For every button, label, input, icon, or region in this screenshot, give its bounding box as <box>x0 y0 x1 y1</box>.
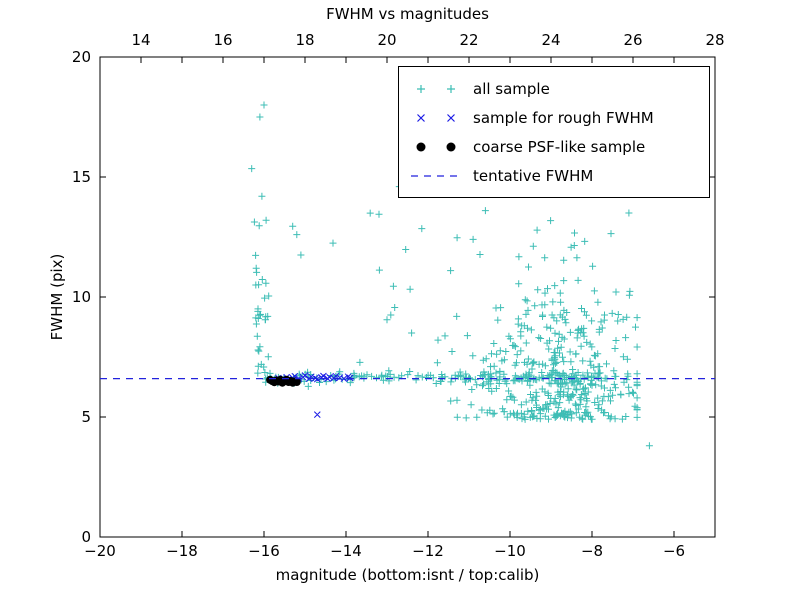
legend-marker-plus-icon <box>417 84 455 93</box>
legend-item-rough-fwhm: sample for rough FWHM <box>407 103 701 132</box>
legend-label: tentative FWHM <box>473 166 594 185</box>
y-tick-label: 15 <box>72 168 91 186</box>
y-axis-label: FWHM (pix) <box>48 253 66 341</box>
legend-item-all-sample: all sample <box>407 74 701 103</box>
series-0-markers <box>248 101 653 450</box>
top-tick-label: 18 <box>295 31 314 49</box>
x-tick-label: −12 <box>412 542 444 560</box>
y-tick-label: 0 <box>81 528 91 546</box>
legend-marker-dashed-line-icon <box>411 174 461 177</box>
top-tick-label: 16 <box>213 31 232 49</box>
legend-label: all sample <box>473 79 550 98</box>
y-tick-label: 5 <box>81 408 91 426</box>
x-tick-label: −8 <box>581 542 603 560</box>
x-axis-label: magnitude (bottom:isnt / top:calib) <box>275 566 540 584</box>
top-tick-label: 14 <box>131 31 150 49</box>
x-tick-label: −6 <box>663 542 685 560</box>
x-tick-label: −14 <box>330 542 362 560</box>
y-tick-label: 10 <box>72 288 91 306</box>
legend-label: coarse PSF-like sample <box>473 137 646 156</box>
legend: all sample sample for rough FWHM coarse … <box>398 66 710 198</box>
chart-title: FWHM vs magnitudes <box>326 5 489 23</box>
legend-marker-x-icon <box>417 113 455 122</box>
x-tick-label: −20 <box>84 542 116 560</box>
legend-item-coarse-psf: coarse PSF-like sample <box>407 132 701 161</box>
legend-marker-dot-icon <box>416 142 456 151</box>
x-tick-label: −18 <box>166 542 198 560</box>
y-tick-label: 20 <box>72 48 91 66</box>
x-tick-label: −16 <box>248 542 280 560</box>
legend-item-tentative-fwhm: tentative FWHM <box>407 161 701 190</box>
top-tick-label: 26 <box>623 31 642 49</box>
tick-marks <box>99 56 716 538</box>
top-tick-label: 24 <box>541 31 560 49</box>
x-tick-label: −10 <box>494 542 526 560</box>
tick-labels: −20 −18 −16 −14 −12 −10 −8 −6 14 16 18 20 22 24 26 28 0 5… <box>72 31 725 560</box>
top-tick-label: 22 <box>459 31 478 49</box>
legend-label: sample for rough FWHM <box>473 108 654 127</box>
top-tick-label: 20 <box>377 31 396 49</box>
top-tick-label: 28 <box>705 31 724 49</box>
